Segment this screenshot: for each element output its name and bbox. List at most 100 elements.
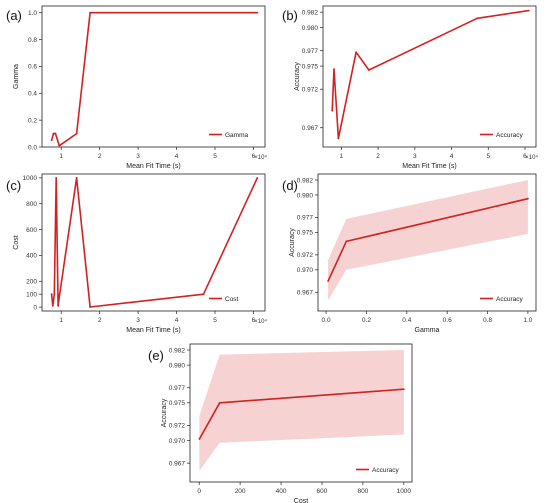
- data-point: [58, 144, 61, 147]
- data-point: [333, 68, 335, 71]
- confidence-band: [199, 350, 404, 471]
- data-point: [327, 280, 329, 282]
- legend-label: Cost: [225, 296, 239, 303]
- data-point: [75, 132, 78, 135]
- x-tick-label: 4: [175, 317, 179, 324]
- x-tick-label: 2: [98, 317, 102, 324]
- data-point: [256, 11, 259, 14]
- x-tick-label: 0.2: [362, 317, 371, 324]
- data-point: [57, 304, 60, 307]
- x-tick-label: 0.8: [483, 317, 492, 324]
- y-tick-label: 1000: [23, 175, 38, 182]
- x-tick-label: 1: [59, 153, 63, 160]
- y-tick-label: 100: [26, 291, 37, 298]
- x-tick-label: 5: [213, 317, 217, 324]
- y-tick-label: 0.967: [169, 460, 186, 467]
- data-point: [51, 304, 54, 307]
- y-tick-label: 0.975: [302, 63, 319, 70]
- x-tick-label: 2: [98, 153, 102, 160]
- panel-label: (b): [282, 8, 298, 23]
- y-tick-label: 1.0: [28, 10, 37, 17]
- panel-label: (e): [148, 348, 164, 363]
- x-tick-label: 4: [175, 153, 179, 160]
- data-point: [52, 132, 55, 135]
- y-tick-label: 0.982: [297, 177, 314, 184]
- legend-label: Accuracy: [496, 296, 523, 303]
- x-axis-multiplier: ×10⁴: [525, 154, 538, 161]
- y-tick-label: 0.967: [302, 125, 319, 132]
- y-tick-label: 0.8: [28, 37, 37, 44]
- data-point: [402, 388, 405, 391]
- x-axis-multiplier: ×10⁴: [254, 318, 267, 325]
- x-tick-label: 0.0: [322, 317, 331, 324]
- x-tick-label: 1000: [397, 488, 412, 495]
- y-tick-label: 0.967: [297, 290, 314, 297]
- y-tick-label: 400: [26, 253, 37, 260]
- x-tick-label: 6: [252, 153, 256, 160]
- panel-label: (d): [282, 178, 298, 193]
- plot-frame: [317, 173, 537, 312]
- data-point: [527, 9, 530, 12]
- y-tick-label: 0.977: [297, 215, 314, 222]
- x-tick-label: 6: [523, 153, 527, 160]
- x-tick-label: 3: [136, 317, 140, 324]
- y-tick-label: 0.972: [169, 423, 186, 430]
- x-tick-label: 6: [252, 317, 256, 324]
- plot-frame: [322, 5, 537, 148]
- data-point: [53, 293, 56, 296]
- x-tick-label: 2: [376, 153, 380, 160]
- x-tick-label: 600: [317, 488, 328, 495]
- y-axis-label: Cost: [13, 235, 20, 249]
- y-axis-label: Accuracy: [289, 228, 296, 257]
- series-line: [331, 9, 529, 140]
- data-point: [89, 306, 91, 308]
- y-tick-label: 0.982: [169, 347, 186, 354]
- data-point: [256, 176, 259, 179]
- y-tick-label: 0.0: [28, 144, 37, 151]
- x-axis-label: Mean Fit Time (s): [126, 163, 180, 170]
- y-tick-label: 600: [26, 227, 37, 234]
- y-axis-label: Gamma: [13, 64, 20, 89]
- y-tick-label: 0.982: [302, 9, 319, 16]
- y-tick-label: 0.6: [28, 64, 37, 71]
- x-tick-label: 200: [235, 488, 246, 495]
- panel-label: (c): [6, 178, 21, 193]
- y-tick-label: 0.977: [302, 48, 319, 55]
- series-line: [50, 177, 259, 308]
- data-point: [337, 137, 340, 140]
- data-point: [50, 139, 53, 142]
- data-point: [345, 240, 348, 243]
- y-tick-label: 0: [33, 304, 37, 311]
- y-tick-label: 0.980: [297, 192, 314, 199]
- data-point: [89, 11, 91, 14]
- data-point: [218, 401, 221, 404]
- data-point: [75, 176, 78, 179]
- x-axis-label: Mean Fit Time (s): [126, 327, 180, 334]
- x-tick-label: 400: [276, 488, 287, 495]
- data-point: [476, 17, 479, 20]
- y-tick-label: 0.975: [297, 230, 314, 237]
- chart-panel-d: (d) 0.0 0.2 0.4 0.6 0.8 1.0 0.967 0.970 0.972 0.97…: [282, 173, 537, 334]
- data-point: [202, 293, 205, 296]
- y-tick-label: 0.977: [169, 385, 186, 392]
- chart-panel-e: (e) 0 200 400 600 800 1000 0.967 0.970 0.972 0.975…: [148, 343, 413, 503]
- y-tick-label: 0.4: [28, 91, 37, 98]
- y-tick-label: 0.975: [169, 400, 186, 407]
- x-tick-label: 0.4: [402, 317, 411, 324]
- x-tick-label: 3: [136, 153, 140, 160]
- data-point: [58, 293, 61, 296]
- legend-label: Gamma: [225, 132, 249, 139]
- y-axis-label: Accuracy: [161, 398, 168, 427]
- x-tick-label: 0.6: [443, 317, 452, 324]
- y-axis-label: Accuracy: [294, 62, 301, 91]
- x-tick-label: 1.0: [523, 317, 532, 324]
- data-point: [355, 51, 357, 54]
- y-tick-label: 0.972: [297, 252, 314, 259]
- y-tick-label: 0.980: [169, 362, 186, 369]
- y-tick-label: 0.972: [302, 87, 319, 94]
- x-axis-label: Cost: [294, 498, 308, 503]
- x-axis-label: Mean Fit Time (s): [402, 163, 456, 170]
- y-tick-label: 800: [26, 201, 37, 208]
- data-point: [198, 438, 201, 440]
